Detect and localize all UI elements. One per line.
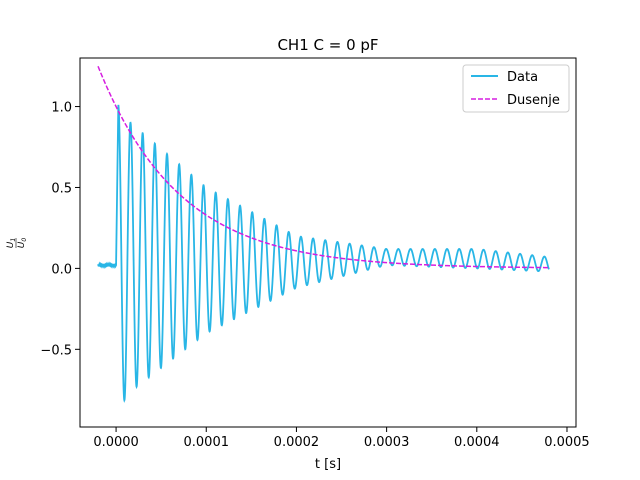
legend-label-dusenje: Dusenje xyxy=(507,93,560,108)
plot-area xyxy=(79,57,577,428)
x-tick-label: 0.0003 xyxy=(364,435,410,450)
chart-title: CH1 C = 0 pF xyxy=(277,36,378,54)
x-tick-label: 0.0001 xyxy=(184,435,230,450)
y-tick-label: −0.5 xyxy=(40,343,72,358)
x-tick-label: 0.0002 xyxy=(274,435,320,450)
legend: Data Dusenje xyxy=(462,64,570,113)
y-tick-label: 1.0 xyxy=(51,101,72,116)
x-tick-label: 0.0005 xyxy=(544,435,590,450)
series-line-data xyxy=(97,104,550,403)
x-axis: 0.0000 0.0001 0.0002 0.0003 0.0004 0.0005 xyxy=(93,427,590,450)
x-axis-label: t [s] xyxy=(315,457,341,472)
y-axis-label-numerator: U1 xyxy=(6,238,17,248)
series-layer xyxy=(97,65,550,403)
y-tick-label: 0.0 xyxy=(51,262,72,277)
y-tick-label: 0.5 xyxy=(51,181,72,196)
plot-frame xyxy=(79,57,577,428)
legend-label-data: Data xyxy=(507,70,538,85)
y-axis-label: U1 U0 xyxy=(6,238,28,249)
x-tick-label: 0.0004 xyxy=(454,435,500,450)
series-line-dusenje xyxy=(97,65,549,269)
y-axis: −0.5 0.0 0.5 1.0 xyxy=(40,101,80,358)
x-tick-label: 0.0000 xyxy=(93,435,139,450)
y-axis-label-denominator: U0 xyxy=(17,238,28,249)
